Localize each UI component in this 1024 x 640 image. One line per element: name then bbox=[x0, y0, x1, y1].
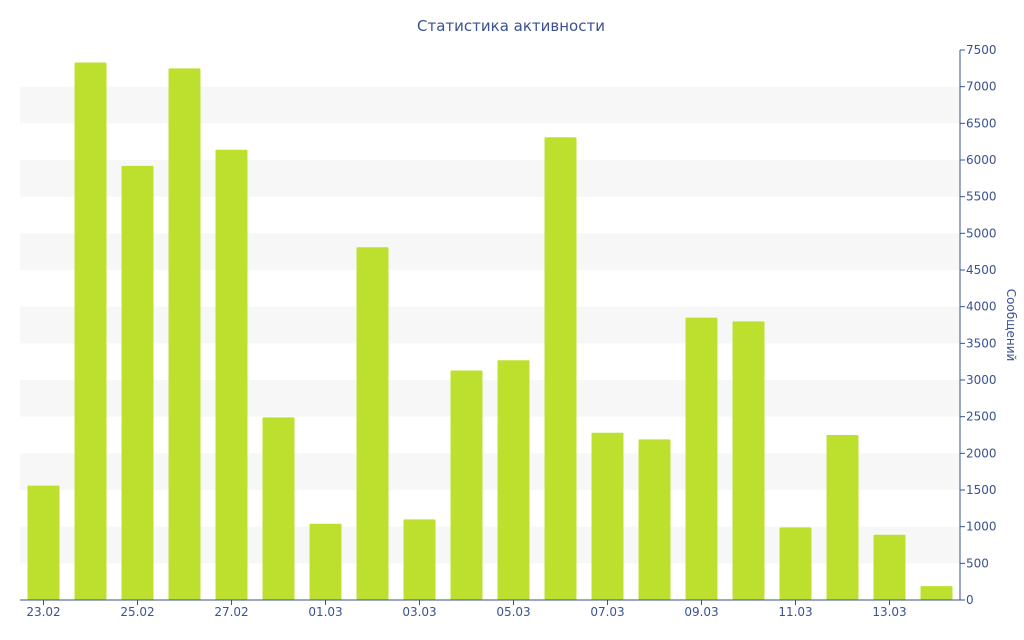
y-tick-label: 2000 bbox=[966, 446, 997, 460]
y-tick-label: 4500 bbox=[966, 263, 997, 277]
bars-group bbox=[27, 62, 953, 601]
y-tick-label: 2500 bbox=[966, 410, 997, 424]
x-tick-label: 01.03 bbox=[308, 605, 342, 619]
bar-04.03[interactable] bbox=[450, 370, 483, 600]
grid-bands bbox=[20, 86, 960, 564]
bar-11.03[interactable] bbox=[779, 527, 812, 600]
bar-06.03[interactable] bbox=[544, 137, 577, 600]
bar-26.02[interactable] bbox=[168, 68, 201, 601]
bar-27.02[interactable] bbox=[215, 149, 248, 600]
bar-12.03[interactable] bbox=[826, 435, 859, 600]
x-tick-label: 25.02 bbox=[120, 605, 154, 619]
bar-03.03[interactable] bbox=[403, 519, 436, 600]
y-tick-label: 3000 bbox=[966, 373, 997, 387]
grid-band bbox=[20, 86, 960, 124]
bar-28.02[interactable] bbox=[262, 417, 295, 600]
x-tick-label: 05.03 bbox=[496, 605, 530, 619]
y-tick-label: 500 bbox=[966, 556, 989, 570]
x-tick-label: 27.02 bbox=[214, 605, 248, 619]
bar-09.03[interactable] bbox=[685, 317, 718, 600]
bar-01.03[interactable] bbox=[309, 523, 342, 600]
y-tick-label: 3500 bbox=[966, 336, 997, 350]
x-tick-label: 13.03 bbox=[872, 605, 906, 619]
bar-23.02[interactable] bbox=[27, 485, 60, 600]
grid-band bbox=[20, 306, 960, 344]
y-tick-label: 6000 bbox=[966, 153, 997, 167]
y-tick-label: 4000 bbox=[966, 300, 997, 314]
bar-10.03[interactable] bbox=[732, 321, 765, 600]
bar-25.02[interactable] bbox=[121, 165, 154, 600]
x-tick-label: 23.02 bbox=[26, 605, 60, 619]
y-tick-label: 6500 bbox=[966, 116, 997, 130]
x-tick-label: 03.03 bbox=[402, 605, 436, 619]
y-tick-label: 1000 bbox=[966, 520, 997, 534]
bar-05.03[interactable] bbox=[497, 360, 530, 600]
x-ticks-group: 23.02 25.02 27.02 01.03 03.03 05.03 07.03 09.03… bbox=[26, 600, 907, 619]
x-tick-label: 11.03 bbox=[778, 605, 812, 619]
y-tick-label: 5000 bbox=[966, 226, 997, 240]
grid-band bbox=[20, 453, 960, 490]
bar-08.03[interactable] bbox=[638, 439, 671, 600]
y-tick-label: 0 bbox=[966, 593, 974, 607]
bar-02.03[interactable] bbox=[356, 247, 389, 600]
grid-band bbox=[20, 380, 960, 417]
y-axis-label: Сообщений bbox=[1004, 289, 1018, 362]
y-tick-label: 5500 bbox=[966, 190, 997, 204]
bar-24.02[interactable] bbox=[74, 62, 107, 600]
grid-band bbox=[20, 233, 960, 270]
x-tick-label: 07.03 bbox=[590, 605, 624, 619]
y-ticks-group: 0 500 1000 1500 2000 2500 3000 3500 4000 4500 5000… bbox=[960, 43, 997, 607]
grid-band bbox=[20, 160, 960, 197]
y-tick-label: 7500 bbox=[966, 43, 997, 57]
bar-14.03[interactable] bbox=[920, 586, 953, 600]
y-tick-label: 7000 bbox=[966, 80, 997, 94]
x-tick-label: 09.03 bbox=[684, 605, 718, 619]
bar-13.03[interactable] bbox=[873, 534, 906, 600]
grid-band bbox=[20, 526, 960, 564]
bar-07.03[interactable] bbox=[591, 432, 624, 600]
chart-title: Статистика активности bbox=[417, 17, 605, 35]
y-tick-label: 1500 bbox=[966, 483, 997, 497]
